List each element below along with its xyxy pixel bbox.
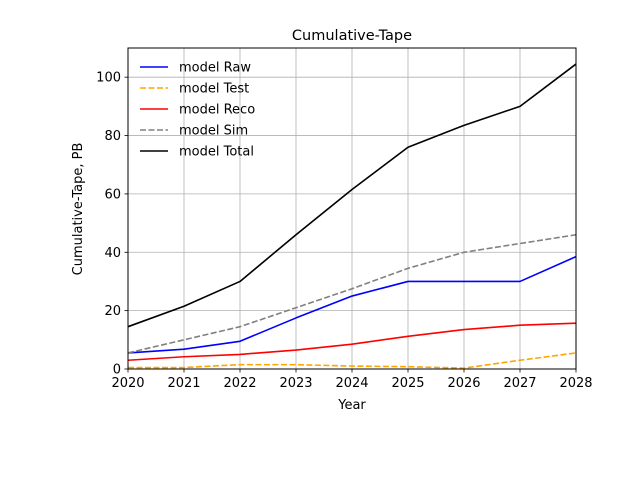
legend: model Raw model Test model Reco model Sim mo… (140, 61, 255, 160)
x-tick-label: 2022 (223, 376, 256, 391)
legend-label: model Reco (179, 103, 255, 118)
x-axis-label: Year (337, 398, 366, 413)
y-tick-label: 100 (96, 71, 121, 86)
x-tick-label: 2026 (447, 376, 480, 391)
x-tick-label: 2024 (335, 376, 368, 391)
x-tick-label: 2021 (167, 376, 200, 391)
series-line-model-raw (127, 255, 577, 354)
series-lines (127, 63, 577, 369)
series-line-model-test (128, 352, 577, 369)
x-tick-label: 2020 (111, 376, 144, 391)
legend-label: model Raw (179, 61, 251, 76)
y-axis-label: Cumulative-Tape, PB (71, 143, 86, 276)
legend-label: model Sim (179, 124, 248, 139)
x-tick-label: 2025 (391, 376, 424, 391)
y-tick-label: 0 (113, 363, 121, 378)
x-tick-label: 2023 (279, 376, 312, 391)
legend-label: model Test (179, 82, 249, 97)
chart-title: Cumulative-Tape (292, 28, 412, 44)
y-tick-label: 80 (104, 129, 121, 144)
axis-ticks: 2020 2021 2022 2023 2024 2025 2026 2027 2028 0 20 4… (96, 71, 592, 391)
y-tick-label: 20 (104, 304, 121, 319)
x-tick-label: 2027 (503, 376, 536, 391)
y-tick-label: 60 (104, 187, 121, 202)
series-line-model-reco (127, 322, 577, 362)
legend-label: model Total (179, 145, 254, 160)
y-tick-label: 40 (104, 246, 121, 261)
series-line-model-total (127, 63, 577, 328)
x-tick-label: 2028 (559, 376, 592, 391)
series-line-model-sim (127, 233, 577, 354)
